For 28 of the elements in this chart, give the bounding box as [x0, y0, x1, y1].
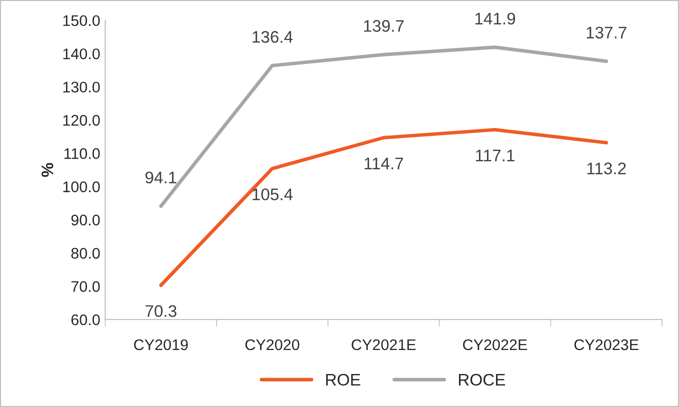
- data-label: 137.7: [586, 26, 626, 38]
- data-label: 105.4: [252, 188, 293, 200]
- y-tick-label: 120.0: [63, 114, 100, 126]
- legend-label: ROCE: [458, 374, 506, 386]
- y-tick-label: 70.0: [71, 281, 100, 292]
- data-label: 141.9: [475, 12, 516, 25]
- y-tick-label: 140.0: [63, 48, 100, 60]
- legend-label: ROE: [326, 374, 360, 386]
- x-tick-label: CY2023E: [574, 339, 638, 350]
- data-label: 114.7: [364, 158, 404, 170]
- data-label: 136.4: [252, 31, 293, 43]
- y-axis-title: %: [42, 162, 54, 177]
- data-label: 139.7: [364, 20, 404, 32]
- y-tick-label: 60.0: [71, 314, 100, 326]
- y-tick-label: 100.0: [63, 181, 100, 192]
- x-tick-label: CY2019: [134, 339, 188, 350]
- data-label: 117.1: [476, 150, 514, 162]
- y-tick-label: 150.0: [63, 15, 100, 26]
- data-label: 113.2: [587, 162, 626, 174]
- x-tick-label: CY2021E: [352, 339, 416, 350]
- data-label: 94.1: [145, 172, 176, 184]
- data-label: 70.3: [146, 305, 176, 317]
- y-tick-label: 90.0: [71, 214, 100, 226]
- y-tick-label: 110.0: [64, 148, 100, 159]
- x-tick-label: CY2022E: [463, 339, 528, 350]
- x-tick-label: CY2020: [245, 339, 300, 350]
- y-tick-label: 130.0: [63, 82, 100, 93]
- y-tick-label: 80.0: [71, 248, 100, 259]
